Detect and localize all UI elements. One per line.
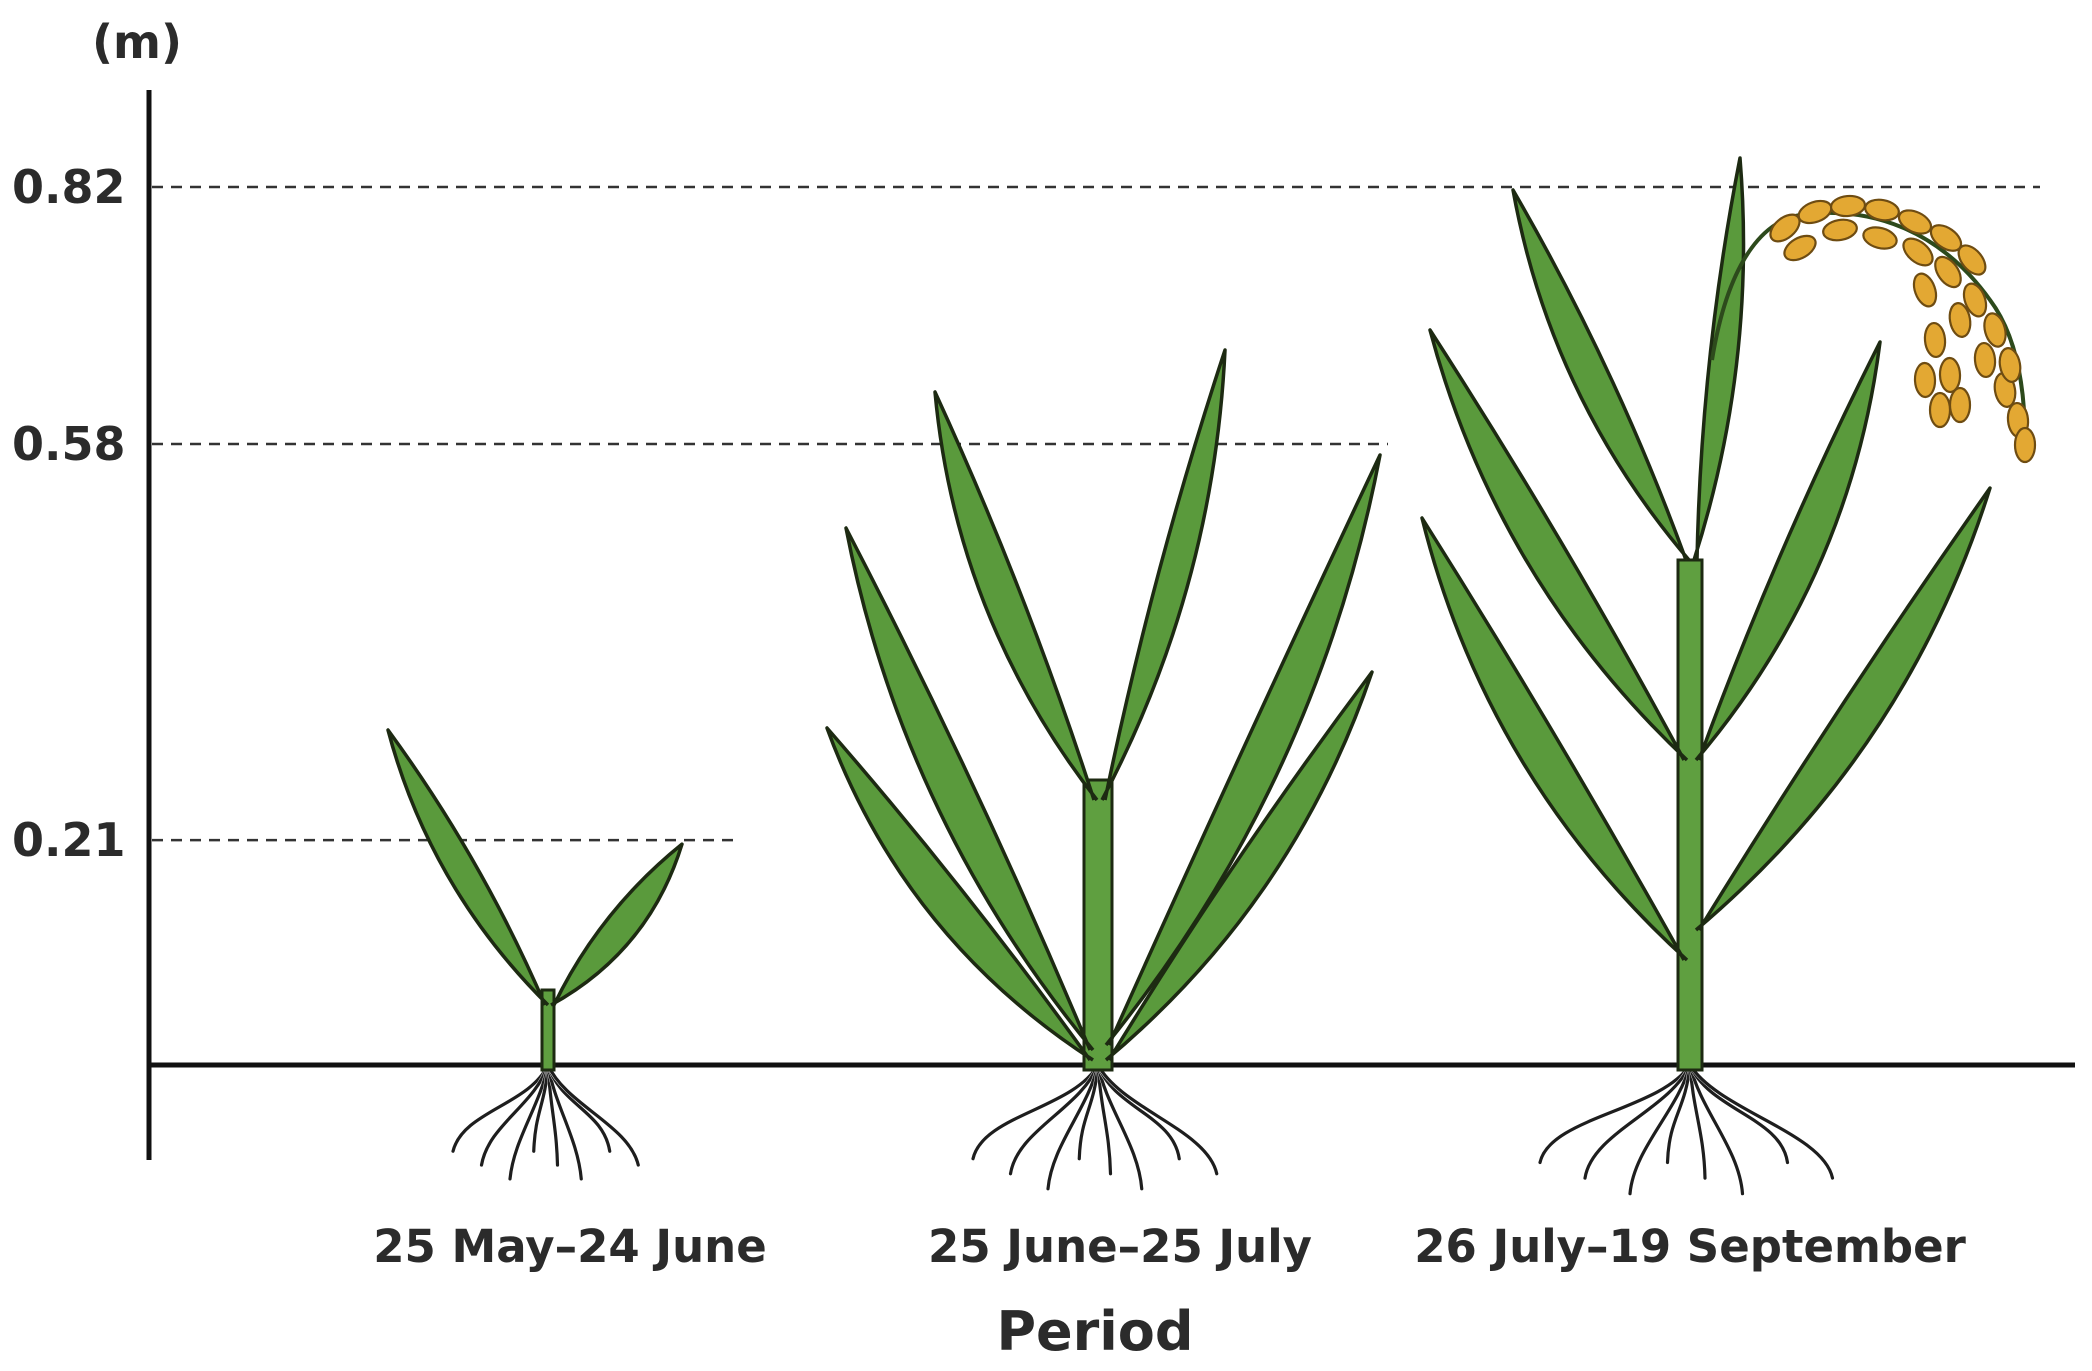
x-tick-label: 25 May–24 June: [373, 1220, 767, 1273]
y-tick-group: 0.21 0.58 0.82: [12, 160, 126, 867]
root: [546, 1063, 640, 1167]
leaf: [386, 728, 550, 1007]
rice-grain: [1902, 237, 1934, 267]
rice-grain: [1998, 347, 2022, 383]
root: [1628, 1063, 1692, 1196]
rice-grain: [1897, 209, 1933, 235]
leaf: [1104, 453, 1382, 1047]
rice-grain: [1973, 341, 1997, 379]
leaf: [1420, 516, 1689, 962]
root: [1688, 1063, 1790, 1165]
root: [1688, 1063, 1745, 1196]
rice-grain: [1829, 194, 1867, 218]
leaf: [1100, 348, 1227, 801]
root: [1096, 1063, 1113, 1176]
root: [1665, 1063, 1692, 1165]
root: [1688, 1063, 1835, 1180]
grain-panicle: [1710, 194, 2037, 464]
leaf: [1104, 670, 1374, 1062]
plant-mark-seedling: [386, 728, 684, 1181]
root: [1538, 1063, 1692, 1165]
y-tick-label: 0.82: [12, 160, 126, 214]
rice-grain: [1864, 198, 1900, 222]
rice-grain: [1948, 302, 1972, 338]
leaf: [1511, 188, 1691, 562]
plant-mark-heading: [1420, 156, 2037, 1196]
rice-grain: [1783, 234, 1817, 262]
rice-grain: [1822, 218, 1858, 242]
leaf: [844, 526, 1095, 1052]
leaf: [1694, 486, 1992, 932]
rice-grain: [1948, 386, 1972, 424]
x-tick-label: 26 July–19 September: [1414, 1220, 1966, 1273]
root: [546, 1063, 583, 1181]
root: [1077, 1063, 1100, 1161]
leaf: [1428, 328, 1689, 762]
rice-grain: [1912, 272, 1938, 308]
root: [1096, 1063, 1144, 1191]
rice-grain: [2013, 426, 2037, 464]
rice-grain: [1934, 255, 1962, 289]
root: [1583, 1063, 1692, 1180]
leaf: [933, 390, 1099, 802]
plant-mark-tillering: [825, 348, 1382, 1191]
root: [451, 1063, 550, 1153]
leaf: [1694, 340, 1882, 762]
y-unit-label: (m): [92, 15, 182, 69]
leaf: [825, 726, 1094, 1062]
y-tick-label: 0.21: [12, 813, 126, 867]
x-axis-title: Period: [996, 1300, 1193, 1363]
root: [479, 1063, 550, 1167]
plant-marks: [386, 156, 2037, 1196]
rice-grain: [1913, 361, 1937, 399]
height-guides: [152, 185, 2040, 842]
y-tick-label: 0.58: [12, 417, 126, 471]
rice-grain: [1962, 282, 1988, 318]
root: [1008, 1063, 1100, 1176]
rice-grain: [1983, 312, 2007, 348]
leaf: [550, 842, 684, 1007]
rice-grain: [1928, 391, 1952, 429]
root: [1096, 1063, 1219, 1176]
leaf: [1692, 156, 1746, 561]
x-tick-label: 25 June–25 July: [928, 1220, 1312, 1273]
rice-grain: [1862, 226, 1898, 250]
root: [1688, 1063, 1707, 1180]
root: [1046, 1063, 1100, 1191]
rice-grain: [1938, 356, 1962, 394]
root: [508, 1063, 550, 1181]
x-tick-labels: 25 May–24 June 25 June–25 July 26 July–19 …: [373, 1220, 1966, 1273]
rice-grain: [1957, 244, 1987, 276]
root: [971, 1063, 1100, 1161]
rice-grain: [1923, 321, 1947, 359]
